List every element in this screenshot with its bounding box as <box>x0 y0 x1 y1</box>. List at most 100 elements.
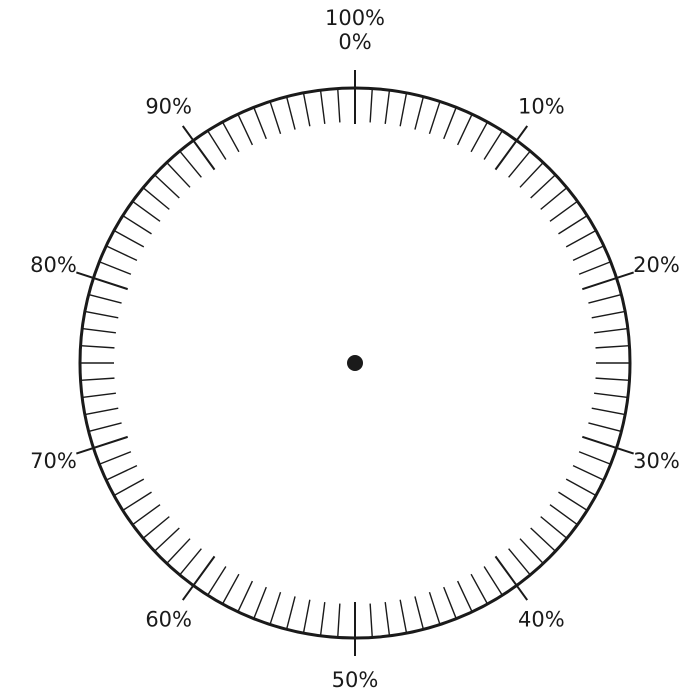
minor-tick-44 <box>443 586 457 619</box>
label-60-percent: 60% <box>145 607 192 631</box>
minor-tick-64 <box>142 516 170 539</box>
minor-tick-61 <box>179 548 202 576</box>
label-80-line-0: 80% <box>30 253 77 277</box>
minor-tick-55 <box>269 591 282 625</box>
minor-tick-97 <box>302 92 311 127</box>
minor-tick-79 <box>88 293 122 304</box>
center-dot <box>347 355 363 371</box>
minor-tick-32 <box>572 464 605 481</box>
minor-tick-68 <box>105 464 138 481</box>
major-tick-90 <box>181 125 216 171</box>
minor-tick-89 <box>179 150 202 178</box>
minor-tick-42 <box>470 573 489 605</box>
minor-tick-7 <box>456 113 473 146</box>
minor-tick-88 <box>166 162 191 188</box>
minor-tick-23 <box>594 327 628 334</box>
label-0-line-1: 0% <box>338 30 371 54</box>
minor-tick-93 <box>237 113 254 146</box>
minor-tick-83 <box>113 229 145 248</box>
label-40-line-0: 40% <box>518 607 565 631</box>
minor-tick-13 <box>530 174 556 199</box>
minor-tick-31 <box>578 451 611 465</box>
minor-tick-9 <box>483 130 503 160</box>
minor-tick-57 <box>237 580 254 613</box>
minor-tick-59 <box>207 566 227 596</box>
major-tick-20 <box>581 271 634 291</box>
minor-tick-39 <box>508 548 531 576</box>
minor-tick-36 <box>540 516 568 539</box>
minor-tick-21 <box>588 293 622 304</box>
minor-tick-78 <box>84 310 119 319</box>
minor-tick-76 <box>80 345 115 349</box>
minor-tick-14 <box>540 187 568 210</box>
minor-tick-92 <box>221 121 240 153</box>
label-80-percent: 80% <box>30 253 77 277</box>
minor-tick-12 <box>519 162 544 188</box>
minor-tick-46 <box>414 596 425 630</box>
label-0-percent: 100% 0% <box>325 6 385 54</box>
label-60-line-0: 60% <box>145 607 192 631</box>
label-50-percent: 50% <box>332 668 379 689</box>
minor-tick-17 <box>565 229 597 248</box>
minor-tick-63 <box>154 527 180 552</box>
minor-tick-4 <box>414 96 425 130</box>
label-40-percent: 40% <box>518 607 565 631</box>
minor-tick-8 <box>470 121 489 153</box>
major-tick-60 <box>181 555 216 601</box>
minor-tick-67 <box>113 478 145 497</box>
tick-marks <box>76 70 634 656</box>
minor-tick-48 <box>384 602 391 636</box>
label-30-line-0: 30% <box>633 449 680 473</box>
label-50-line-0: 50% <box>332 668 379 689</box>
minor-tick-99 <box>337 88 341 123</box>
major-tick-40 <box>494 555 529 601</box>
minor-tick-91 <box>207 130 227 160</box>
minor-tick-16 <box>558 215 588 235</box>
label-10-percent: 10% <box>518 95 565 119</box>
minor-tick-6 <box>443 107 457 140</box>
minor-tick-53 <box>302 599 311 634</box>
minor-tick-86 <box>142 187 170 210</box>
minor-tick-65 <box>132 504 161 526</box>
major-tick-80 <box>76 271 129 291</box>
minor-tick-81 <box>99 261 132 275</box>
major-tick-70 <box>76 435 129 455</box>
minor-tick-49 <box>369 603 373 638</box>
minor-tick-35 <box>549 504 578 526</box>
minor-tick-51 <box>337 603 341 638</box>
minor-tick-37 <box>530 527 556 552</box>
minor-tick-74 <box>80 377 115 381</box>
minor-tick-18 <box>572 245 605 262</box>
minor-tick-11 <box>508 150 531 178</box>
minor-tick-29 <box>588 422 622 433</box>
minor-tick-38 <box>519 538 544 564</box>
minor-tick-26 <box>595 377 630 381</box>
major-tick-10 <box>494 125 529 171</box>
label-20-line-0: 20% <box>633 253 680 277</box>
label-10-line-0: 10% <box>518 95 565 119</box>
minor-tick-1 <box>369 88 373 123</box>
minor-tick-52 <box>319 602 326 636</box>
percent-labels: 100% 0% 10% 20% 30% 40% 50% 60% 70% 80% 90% <box>30 6 680 689</box>
minor-tick-54 <box>285 596 296 630</box>
minor-tick-43 <box>456 580 473 613</box>
minor-tick-73 <box>82 392 116 399</box>
minor-tick-66 <box>122 491 152 511</box>
minor-tick-34 <box>558 491 588 511</box>
major-tick-30 <box>581 435 634 455</box>
minor-tick-77 <box>82 327 116 334</box>
minor-tick-85 <box>132 200 161 222</box>
minor-tick-96 <box>285 96 296 130</box>
minor-tick-62 <box>166 538 191 564</box>
minor-tick-33 <box>565 478 597 497</box>
minor-tick-15 <box>549 200 578 222</box>
minor-tick-41 <box>483 566 503 596</box>
minor-tick-24 <box>595 345 630 349</box>
minor-tick-84 <box>122 215 152 235</box>
minor-tick-72 <box>84 407 119 416</box>
minor-tick-82 <box>105 245 138 262</box>
minor-tick-3 <box>399 92 408 127</box>
minor-tick-94 <box>253 107 267 140</box>
label-90-percent: 90% <box>145 95 192 119</box>
